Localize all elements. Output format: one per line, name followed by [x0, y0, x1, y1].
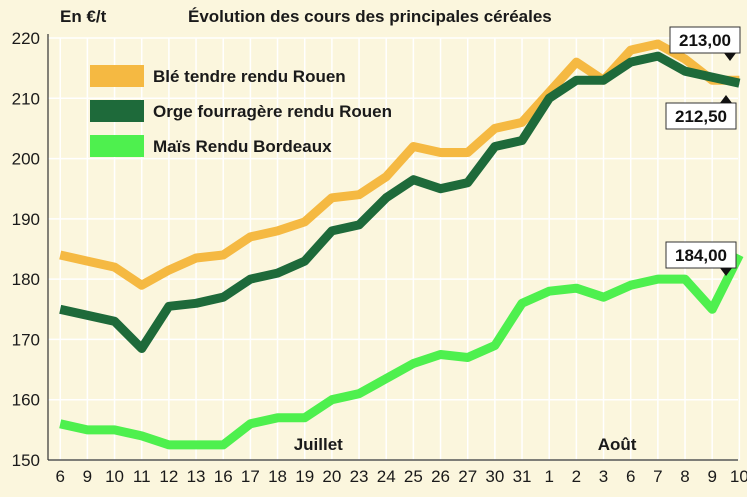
legend-swatch [90, 135, 144, 157]
x-tick-label: 2 [572, 467, 581, 486]
series-lines [59, 39, 744, 450]
x-tick-label: 10 [730, 467, 747, 486]
y-tick-label: 200 [12, 150, 40, 169]
y-tick-labels: 150 160 170 180 190 200 210 220 [12, 29, 40, 470]
x-tick-label: 30 [485, 467, 504, 486]
month-label: Juillet [294, 435, 343, 454]
month-label: Août [598, 435, 637, 454]
value-annotations: 213,00 212,50 184,00 [665, 26, 741, 276]
x-tick-label: 12 [159, 467, 178, 486]
x-tick-label: 9 [707, 467, 716, 486]
series-line-2 [59, 252, 744, 450]
annotation-box [665, 102, 737, 130]
x-tick-label: 9 [83, 467, 92, 486]
x-tick-label: 8 [680, 467, 689, 486]
x-tick-label: 26 [431, 467, 450, 486]
x-tick-label: 11 [133, 467, 151, 486]
x-tick-label: 25 [404, 467, 423, 486]
month-labels: Juillet Août [294, 435, 637, 454]
series-line-0 [59, 39, 740, 290]
annotation-label: 184,00 [675, 246, 727, 265]
annotation-pointer [724, 53, 736, 61]
value-annotation: 212,50 [665, 95, 737, 130]
annotation-label: 213,00 [679, 31, 731, 50]
annotation-pointer [720, 268, 732, 276]
annotation-box [665, 241, 737, 269]
x-tick-label: 17 [241, 467, 260, 486]
y-axis-unit-label: En €/t [60, 7, 107, 26]
x-tick-label: 1 [544, 467, 553, 486]
annotation-pointer [720, 95, 732, 103]
x-tick-label: 10 [105, 467, 124, 486]
y-tick-label: 180 [12, 270, 40, 289]
y-tick-label: 190 [12, 210, 40, 229]
x-tick-label: 23 [350, 467, 369, 486]
x-tick-label: 27 [458, 467, 477, 486]
legend: Blé tendre rendu Rouen Orge fourragère re… [90, 65, 392, 157]
legend-swatch [90, 65, 144, 87]
chart-title: Évolution des cours des principales céré… [188, 7, 552, 26]
series-line-1 [59, 51, 741, 353]
x-tick-label: 20 [322, 467, 341, 486]
x-tick-label: 24 [377, 467, 396, 486]
x-tick-label: 6 [55, 467, 64, 486]
annotation-label: 212,50 [675, 107, 727, 126]
x-tick-label: 13 [187, 467, 206, 486]
legend-label: Orge fourragère rendu Rouen [153, 102, 392, 121]
y-tick-label: 170 [12, 330, 40, 349]
y-tick-label: 150 [12, 451, 40, 470]
x-tick-label: 31 [513, 467, 532, 486]
x-tick-labels: 6 9 10 11 12 13 16 17 18 19 20 23 24 25 26 27 30 31 1 2 3 6 7 8… [55, 467, 747, 486]
x-tick-label: 19 [295, 467, 314, 486]
value-annotation: 184,00 [665, 241, 737, 276]
legend-label: Blé tendre rendu Rouen [153, 67, 346, 86]
y-tick-label: 220 [12, 29, 40, 48]
x-tick-label: 7 [653, 467, 662, 486]
annotation-box [669, 26, 741, 54]
x-tick-label: 18 [268, 467, 287, 486]
legend-swatch [90, 100, 144, 122]
x-tick-label: 16 [214, 467, 233, 486]
y-tick-label: 160 [12, 391, 40, 410]
x-tick-label: 3 [599, 467, 608, 486]
x-tick-label: 6 [626, 467, 635, 486]
y-tick-label: 210 [12, 89, 40, 108]
value-annotation: 213,00 [669, 26, 741, 61]
legend-label: Maïs Rendu Bordeaux [153, 137, 332, 156]
